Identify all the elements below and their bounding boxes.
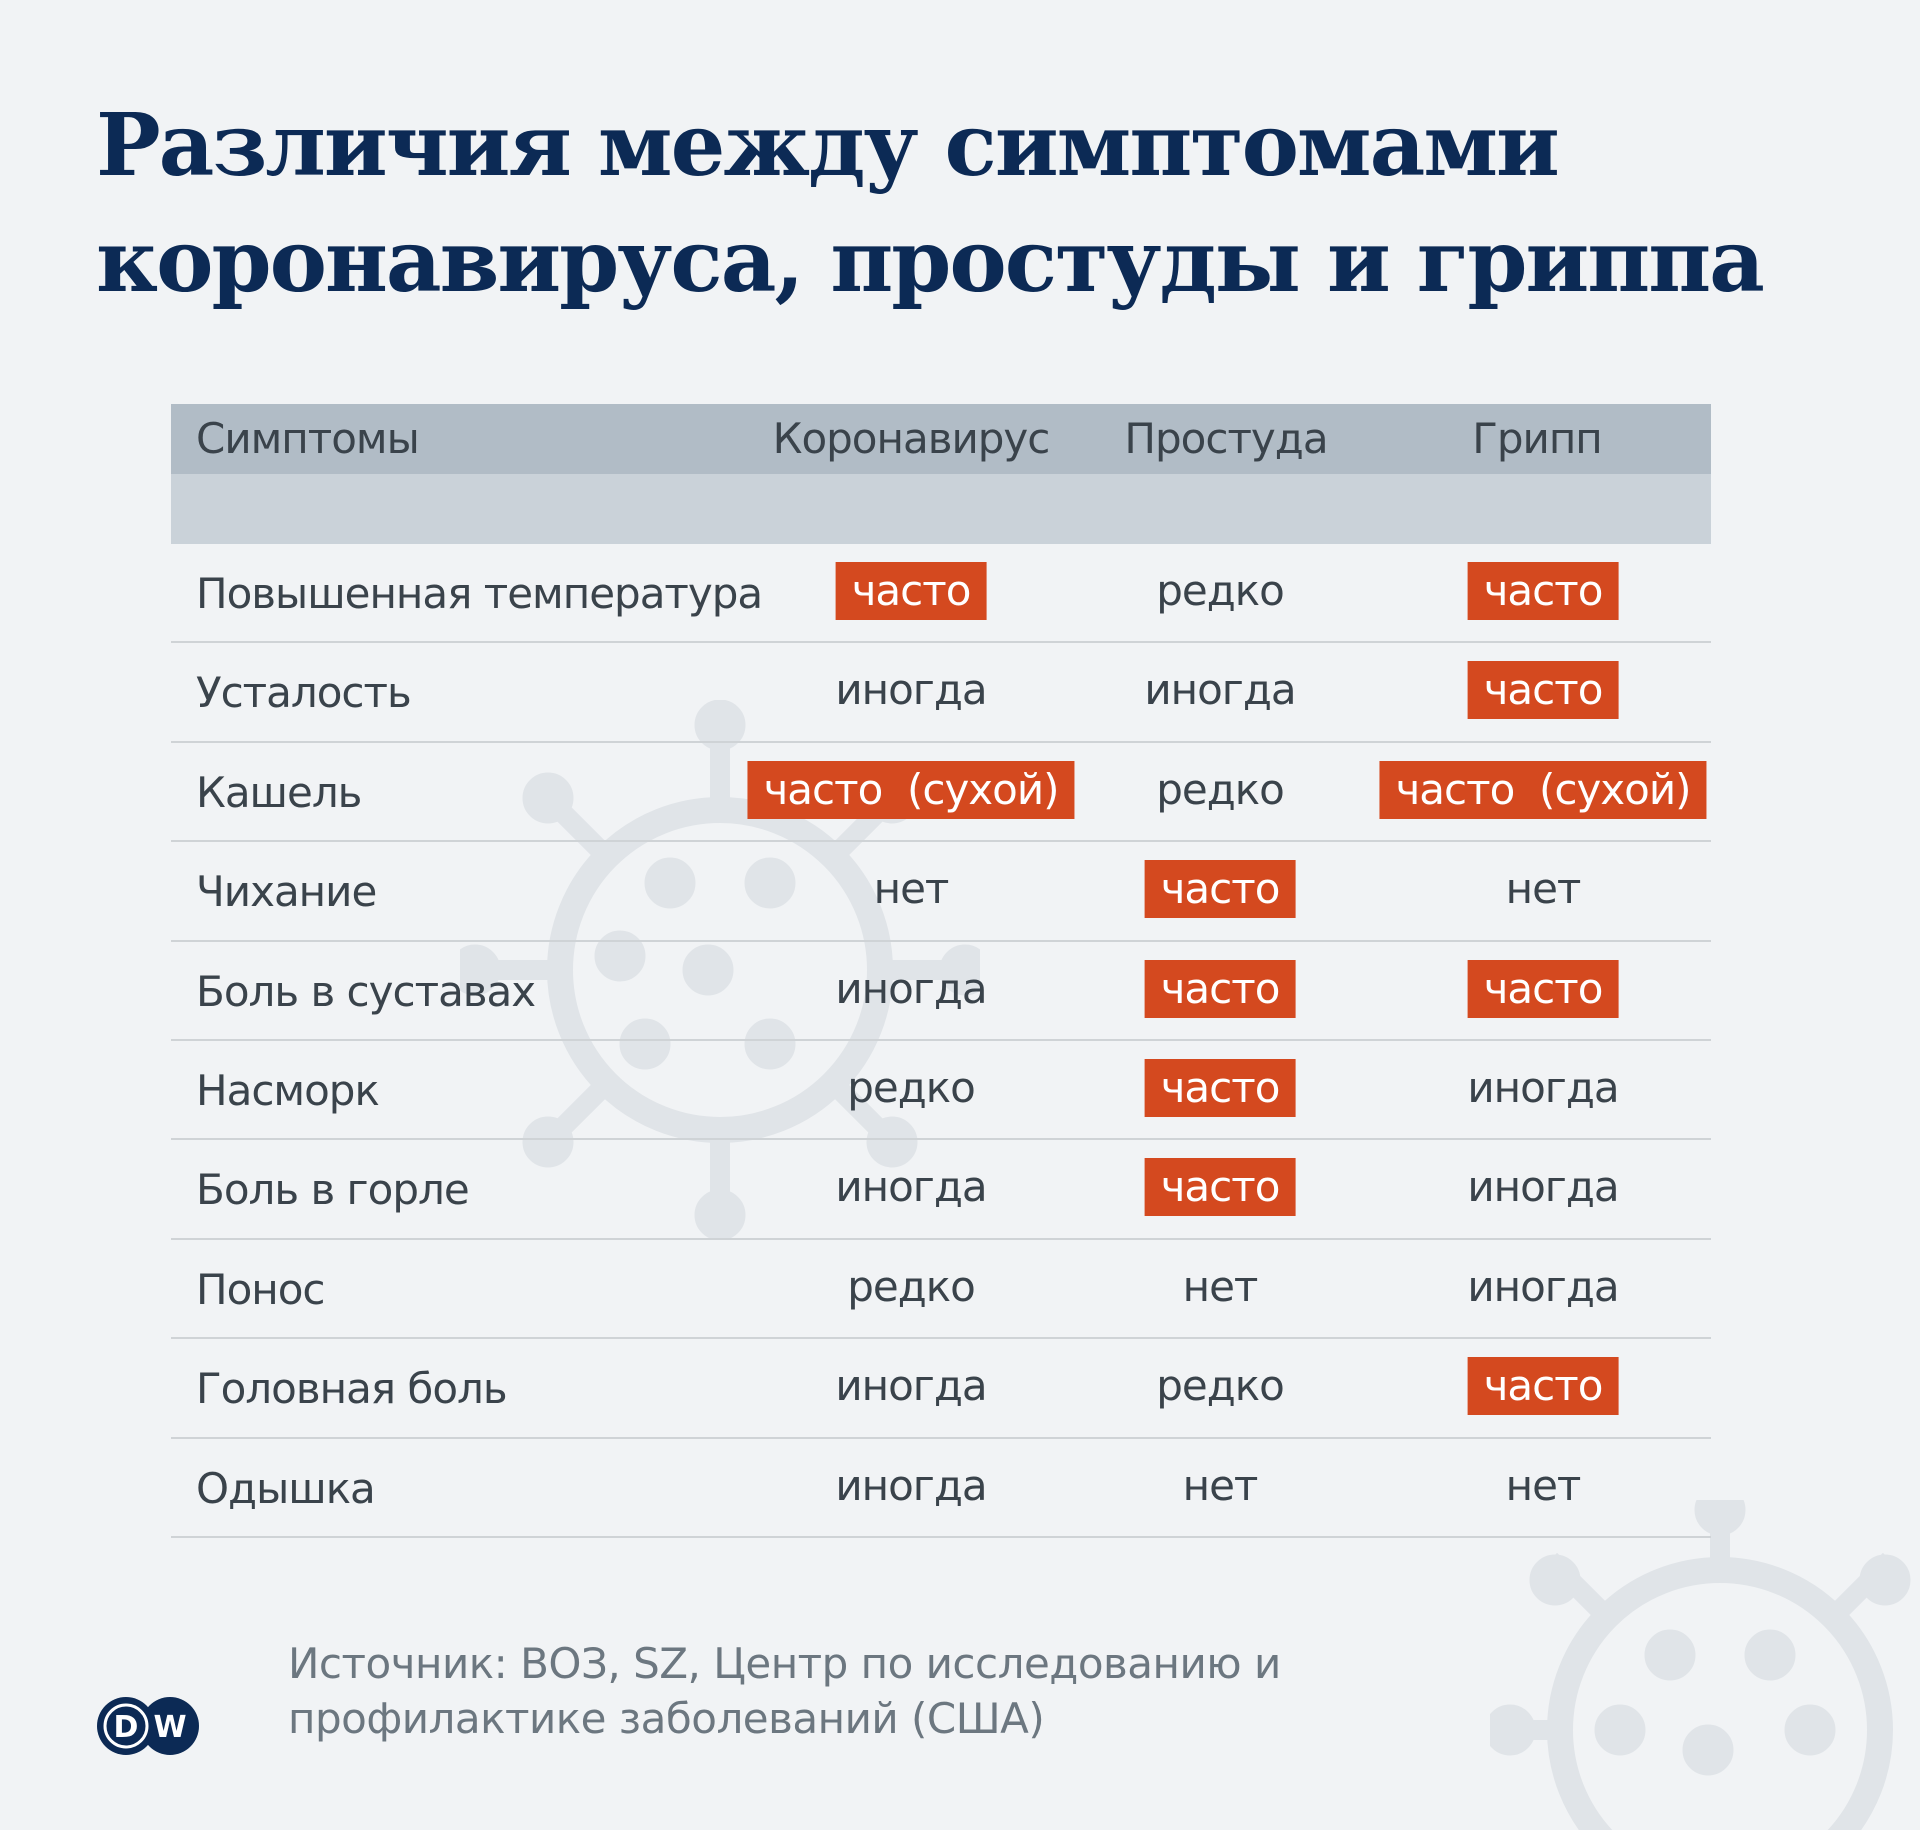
flu-value: часто	[1467, 562, 1619, 620]
flu-value: иногда	[1467, 1261, 1619, 1311]
header-coronavirus: Коронавирус	[772, 414, 1051, 463]
title-line-2: коронавируса, простуды и гриппа	[96, 211, 1765, 312]
coronavirus-value: иногда	[835, 1361, 987, 1411]
table-row: Боль в суставах иногда часто часто	[171, 942, 1711, 1041]
symptom-label: Понос	[196, 1264, 326, 1314]
coronavirus-value: нет	[873, 864, 950, 914]
cold-value: иногда	[1144, 665, 1296, 715]
coronavirus-value: редко	[847, 1261, 976, 1311]
table-row: Одышка иногда нет нет	[171, 1439, 1711, 1538]
coronavirus-value: часто (сухой)	[747, 760, 1075, 819]
cold-value: часто	[1144, 860, 1296, 919]
source-line-2: профилактике заболеваний (США)	[288, 1694, 1045, 1743]
flu-value: иногда	[1467, 1062, 1619, 1112]
flu-value: часто (сухой)	[1379, 760, 1707, 819]
flu-value: иногда	[1467, 1162, 1619, 1212]
symptom-label: Боль в суставах	[196, 966, 536, 1016]
table-row: Головная боль иногда редко часто	[171, 1339, 1711, 1439]
symptoms-table: Симптомы Коронавирус Простуда Грипп Повы…	[171, 404, 1711, 1538]
flu-value: часто	[1467, 959, 1619, 1018]
coronavirus-value: иногда	[835, 1162, 987, 1212]
flu-value: часто	[1467, 661, 1619, 720]
header-flu: Грипп	[1472, 414, 1602, 463]
header-cold: Простуда	[1124, 414, 1328, 463]
table-row: Понос редко нет иногда	[171, 1240, 1711, 1340]
table-row: Повышенная температура часто редко часто	[171, 544, 1711, 644]
symptom-label: Повышенная температура	[196, 569, 763, 618]
dw-logo: D W	[96, 1696, 200, 1760]
source-note: Источник: ВОЗ, SZ, Центр по исследованию…	[288, 1636, 1281, 1746]
table-row: Боль в горле иногда часто иногда	[171, 1140, 1711, 1240]
coronavirus-value: часто	[835, 562, 987, 620]
symptom-label: Одышка	[196, 1463, 376, 1513]
cold-value: часто	[1144, 1158, 1296, 1217]
table-row: Усталость иногда иногда часто	[171, 643, 1711, 743]
cold-value: нет	[1182, 1261, 1259, 1311]
table-row: Чихание нет часто нет	[171, 842, 1711, 942]
table-header: Симптомы Коронавирус Простуда Грипп	[171, 404, 1711, 474]
virus-watermark-corner-icon	[1490, 1500, 1911, 1830]
title-line-1: Различия между симптомами	[96, 95, 1560, 196]
coronavirus-value: иногда	[835, 1460, 987, 1510]
coronavirus-value: иногда	[835, 963, 987, 1013]
symptom-label: Насморк	[196, 1065, 380, 1115]
symptom-label: Кашель	[196, 767, 362, 817]
table-subheader	[171, 474, 1711, 544]
coronavirus-value: редко	[847, 1062, 976, 1112]
symptom-label: Боль в горле	[196, 1165, 470, 1215]
source-line-1: Источник: ВОЗ, SZ, Центр по исследованию…	[288, 1639, 1281, 1688]
symptom-label: Усталость	[196, 668, 412, 718]
page-title: Различия между симптомами коронавируса, …	[96, 88, 1765, 320]
flu-value: нет	[1505, 1460, 1582, 1510]
cold-value: редко	[1156, 566, 1285, 615]
cold-value: редко	[1156, 1361, 1285, 1411]
svg-text:D: D	[114, 1710, 139, 1745]
symptom-label: Головная боль	[196, 1364, 508, 1414]
coronavirus-value: иногда	[835, 665, 987, 715]
table-row: Кашель часто (сухой) редко часто (сухой)	[171, 743, 1711, 843]
header-symptoms: Симптомы	[196, 414, 420, 463]
cold-value: нет	[1182, 1460, 1259, 1510]
cold-value: часто	[1144, 959, 1296, 1018]
cold-value: часто	[1144, 1058, 1296, 1117]
svg-text:W: W	[153, 1710, 186, 1745]
table-row: Насморк редко часто иногда	[171, 1041, 1711, 1141]
symptom-label: Чихание	[196, 867, 377, 917]
cold-value: редко	[1156, 764, 1285, 814]
flu-value: нет	[1505, 864, 1582, 914]
flu-value: часто	[1467, 1357, 1619, 1416]
